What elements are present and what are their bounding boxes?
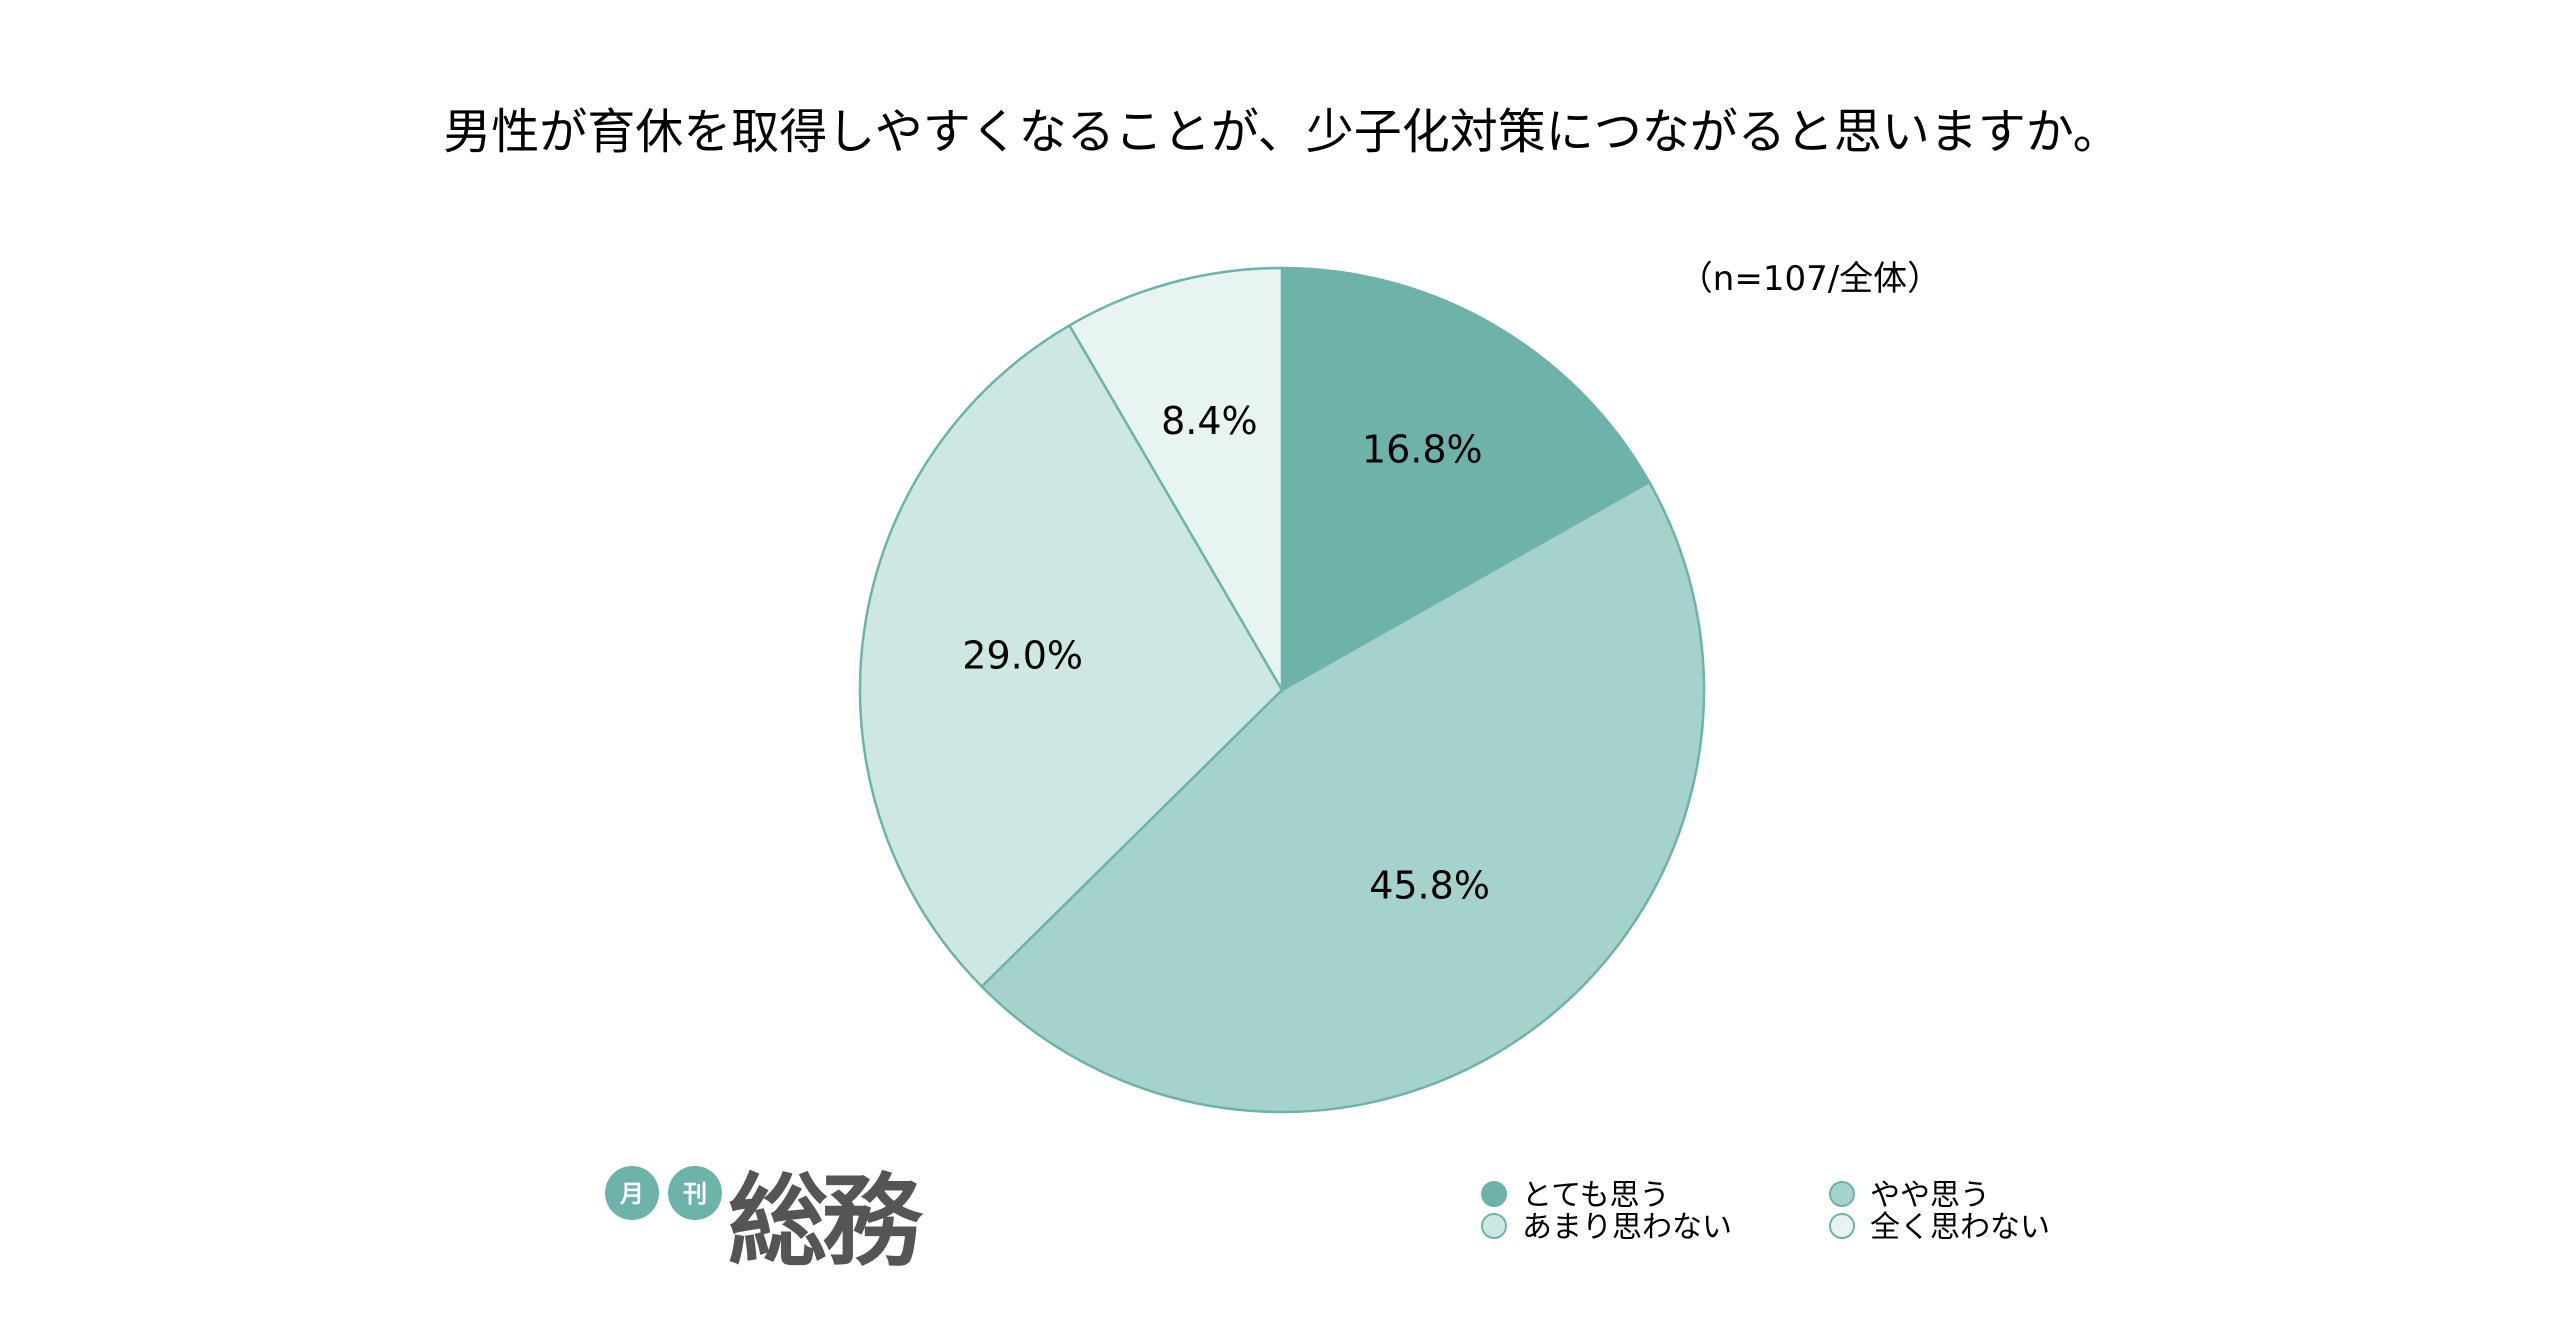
logo-badge-2-text: 刊 (683, 1180, 707, 1208)
legend-label-3: あまり思わない (1522, 1210, 1732, 1245)
pie (858, 266, 1706, 1114)
pie-slice-3 (858, 323, 1284, 989)
legend-swatch-3 (1481, 1213, 1507, 1239)
logo-name: 総務 (728, 1163, 924, 1280)
publisher-logo: 月 刊 総務 (605, 1163, 930, 1280)
chart-title: 男性が育休を取得しやすくなることが、少子化対策につながると思いますか。 (443, 104, 2121, 160)
pie-slice-4 (1067, 266, 1284, 695)
legend-swatch-2 (1829, 1181, 1855, 1207)
legend-label-4: 全く思わない (1870, 1210, 2050, 1245)
logo-badge-1-text: 月 (619, 1180, 644, 1208)
pie-slice-2 (979, 480, 1706, 1114)
legend-swatch-1 (1481, 1181, 1507, 1207)
legend-swatch-4 (1829, 1213, 1855, 1239)
slice-label-3: 29.0% (962, 634, 1083, 678)
logo-badge-1 (605, 1166, 659, 1220)
pie-slice-1 (1280, 266, 1651, 693)
pie-labels: 16.8% 45.8% 29.0% 8.4% (962, 399, 1490, 907)
slice-label-2: 45.8% (1369, 863, 1490, 907)
slice-label-1: 16.8% (1362, 427, 1483, 471)
legend-label-2: やや思う (1870, 1178, 1990, 1213)
legend-label-1: とても思う (1522, 1178, 1670, 1213)
slice-label-4: 8.4% (1161, 399, 1258, 443)
logo-badge-2 (668, 1166, 722, 1220)
sample-size-note: （n=107/全体） (1679, 259, 1941, 299)
